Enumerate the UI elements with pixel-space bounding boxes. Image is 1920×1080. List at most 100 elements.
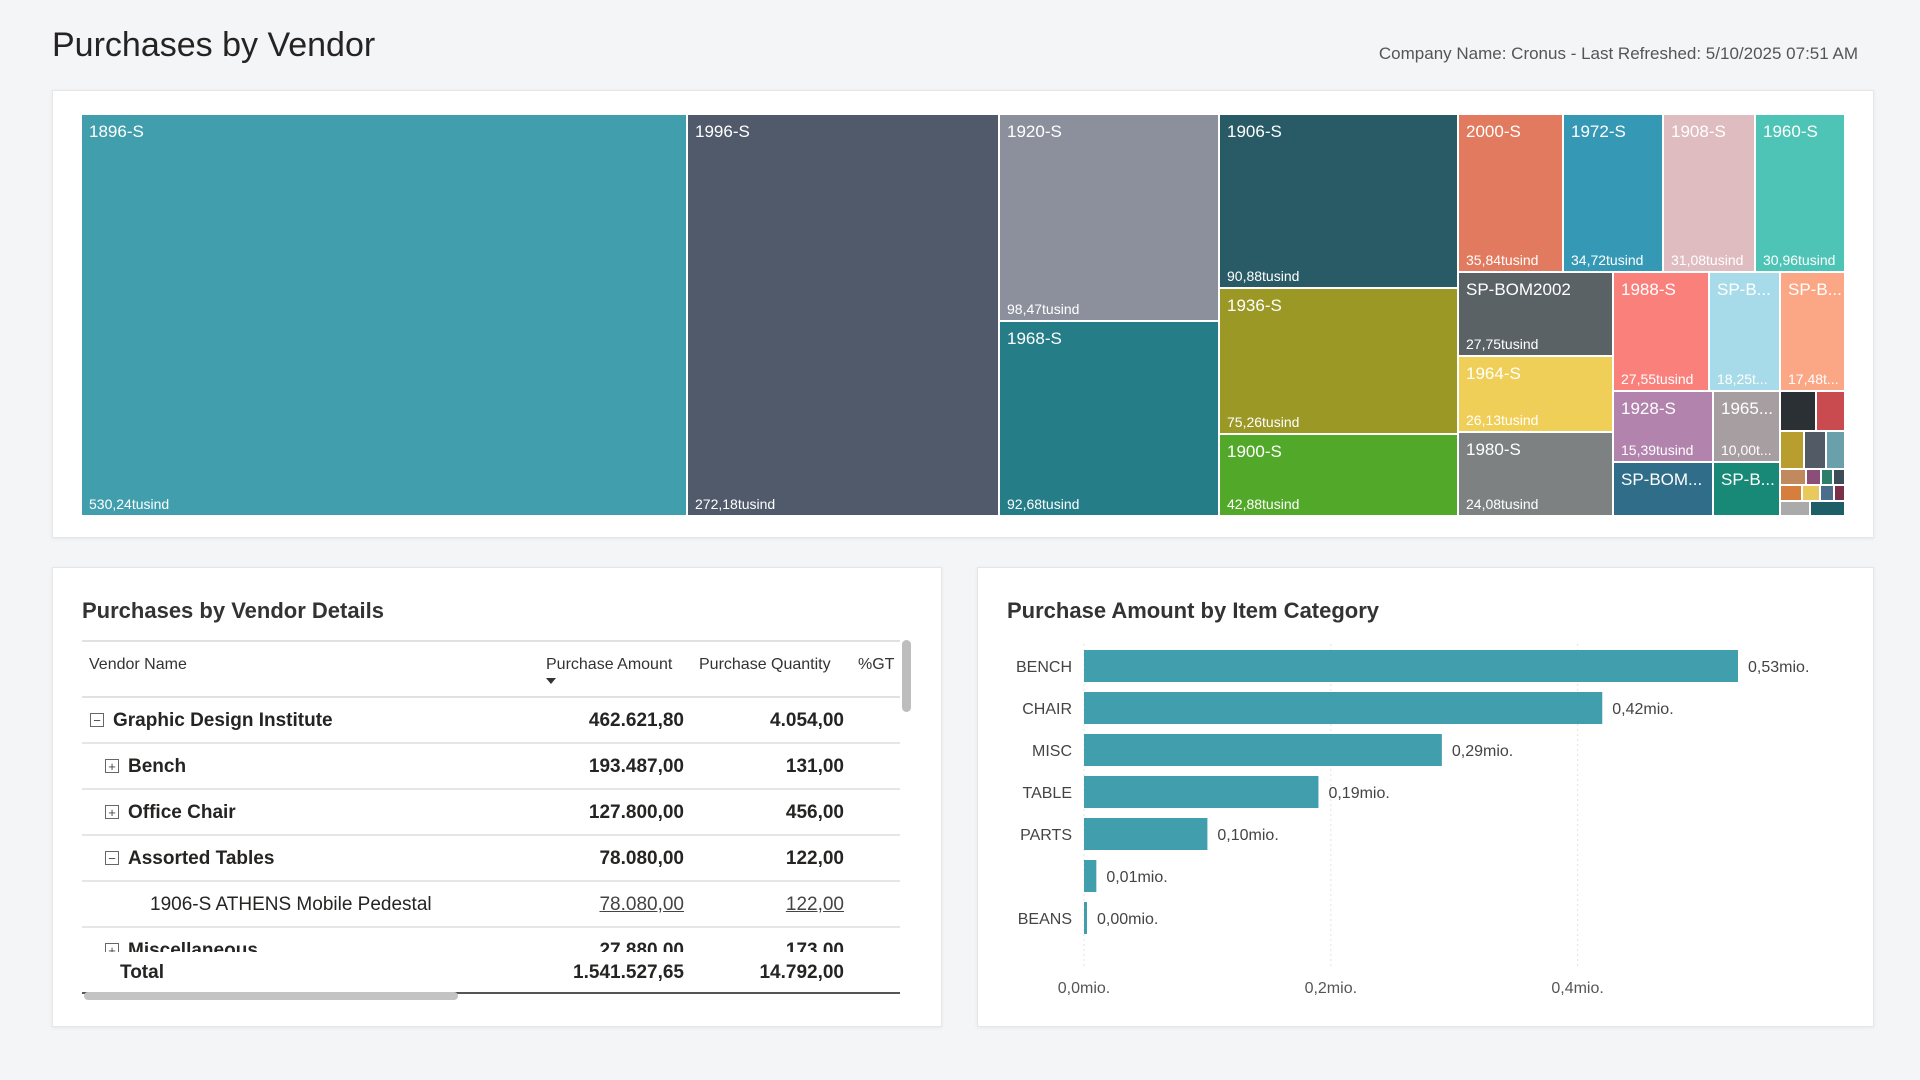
treemap-tile[interactable]: 1900-S 42,88tusind <box>1220 435 1459 517</box>
table-row[interactable]: + Office Chair 127.800,00 456,00 <box>82 790 900 836</box>
treemap-tile[interactable]: SP-B... <box>1714 463 1781 517</box>
treemap-tile-label: SP-BOM2002 <box>1466 280 1571 299</box>
treemap-tile[interactable]: 1980-S 24,08tusind <box>1459 433 1614 517</box>
treemap-small-tile[interactable] <box>1821 486 1835 502</box>
table-row[interactable]: + Miscellaneous 27.880,00 173,00 <box>82 928 900 952</box>
treemap-small-tile[interactable] <box>1811 502 1846 517</box>
treemap-tile[interactable]: SP-BOM... <box>1614 463 1714 517</box>
collapse-icon[interactable]: − <box>90 713 104 727</box>
treemap-tile-label: 1928-S <box>1621 399 1676 418</box>
treemap-tile-label: SP-B... <box>1717 280 1771 299</box>
table-row[interactable]: − Graphic Design Institute 462.621,80 4.054… <box>82 698 900 744</box>
treemap-tile[interactable]: 1968-S 92,68tusind <box>1000 322 1220 517</box>
bar <box>1084 692 1603 724</box>
treemap-tile-value: 90,88tusind <box>1227 268 1300 284</box>
row-label: Bench <box>128 756 187 777</box>
row-amount: 193.487,00 <box>588 756 684 777</box>
treemap-small-tile[interactable] <box>1805 432 1827 470</box>
treemap-tile[interactable]: 1972-S 34,72tusind <box>1564 115 1664 273</box>
col-vendor-name[interactable]: Vendor Name <box>89 656 187 673</box>
treemap-tile[interactable]: 1964-S 26,13tusind <box>1459 357 1614 433</box>
horizontal-scrollbar[interactable] <box>84 992 458 1000</box>
row-quantity[interactable]: 122,00 <box>785 894 844 915</box>
data-label: 0,01mio. <box>1106 869 1167 886</box>
category-label: TABLE <box>1023 785 1073 802</box>
expand-icon[interactable]: + <box>105 759 119 773</box>
treemap-tile-value: 26,13tusind <box>1466 412 1539 428</box>
expand-icon[interactable]: + <box>105 805 119 819</box>
treemap-tile[interactable]: 1960-S 30,96tusind <box>1756 115 1846 273</box>
table-row[interactable]: + Bench 193.487,00 131,00 <box>82 744 900 790</box>
treemap-small-tile[interactable] <box>1817 392 1846 432</box>
row-amount[interactable]: 78.080,00 <box>599 894 684 915</box>
total-quantity: 14.792,00 <box>759 962 844 983</box>
details-table-visual[interactable]: Purchases by Vendor Details Vendor Name … <box>52 567 942 1027</box>
treemap-small-tile[interactable] <box>1781 392 1817 432</box>
bar-chart-visual[interactable]: Purchase Amount by Item Category 0,0mio.… <box>977 567 1874 1027</box>
treemap-tile[interactable]: 2000-S 35,84tusind <box>1459 115 1564 273</box>
table-row[interactable]: − Assorted Tables 78.080,00 122,00 <box>82 836 900 882</box>
collapse-icon[interactable]: − <box>105 851 119 865</box>
treemap-tile-value: 42,88tusind <box>1227 496 1300 512</box>
treemap-small-tile[interactable] <box>1781 470 1807 486</box>
treemap-tile-label: 1988-S <box>1621 280 1676 299</box>
expand-icon[interactable]: + <box>105 943 119 952</box>
treemap-small-tile[interactable] <box>1781 486 1803 502</box>
data-label: 0,00mio. <box>1097 911 1158 928</box>
bar <box>1084 860 1097 892</box>
treemap-tile-value: 18,25t... <box>1717 371 1768 387</box>
bar <box>1084 650 1739 682</box>
x-tick-label: 0,4mio. <box>1551 980 1603 997</box>
table-total-row: Total 1.541.527,65 14.792,00 <box>82 952 900 994</box>
treemap-tile-value: 10,00t... <box>1721 442 1772 458</box>
sort-desc-icon <box>546 678 556 684</box>
col-purchase-amount[interactable]: Purchase Amount <box>546 656 673 673</box>
treemap-tile-label: 1906-S <box>1227 122 1282 141</box>
treemap-tile[interactable]: 1908-S 31,08tusind <box>1664 115 1756 273</box>
treemap-tile-label: SP-B... <box>1788 280 1842 299</box>
treemap-tile[interactable]: SP-B... 18,25t... <box>1710 273 1781 392</box>
treemap-tile-value: 31,08tusind <box>1671 252 1744 268</box>
col-percent-gt[interactable]: %GT <box>858 656 895 673</box>
bar <box>1084 776 1319 808</box>
details-title: Purchases by Vendor Details <box>82 598 385 623</box>
col-purchase-quantity[interactable]: Purchase Quantity <box>699 656 831 673</box>
treemap-small-tile[interactable] <box>1781 502 1811 517</box>
bar <box>1084 902 1087 934</box>
treemap-small-tile[interactable] <box>1803 486 1821 502</box>
treemap-small-tile[interactable] <box>1827 432 1846 470</box>
treemap-tile[interactable]: 1920-S 98,47tusind <box>1000 115 1220 322</box>
bar <box>1084 734 1442 766</box>
table-body: − Graphic Design Institute 462.621,80 4.054… <box>82 698 900 952</box>
treemap-tile[interactable]: 1988-S 27,55tusind <box>1614 273 1710 392</box>
row-quantity: 131,00 <box>785 756 844 777</box>
treemap-tile-label: 1980-S <box>1466 440 1521 459</box>
treemap-tile[interactable]: 1896-S 530,24tusind <box>82 115 688 517</box>
treemap-small-tile[interactable] <box>1834 470 1846 486</box>
treemap-small-tile[interactable] <box>1835 486 1846 502</box>
vendor-treemap: 1896-S 530,24tusind 1996-S 272,18tusind 1920… <box>82 115 1846 517</box>
row-label: Miscellaneous <box>128 940 258 952</box>
treemap-tile[interactable]: 1996-S 272,18tusind <box>688 115 1000 517</box>
treemap-small-tile[interactable] <box>1781 432 1805 470</box>
treemap-tile[interactable]: SP-B... 17,48t... <box>1781 273 1846 392</box>
treemap-visual[interactable]: 1896-S 530,24tusind 1996-S 272,18tusind 1920… <box>52 90 1874 538</box>
treemap-tile-label: 1896-S <box>89 122 144 141</box>
treemap-tile-value: 35,84tusind <box>1466 252 1539 268</box>
treemap-tile[interactable]: 1906-S 90,88tusind <box>1220 115 1459 289</box>
table-row[interactable]: 1906-S ATHENS Mobile Pedestal 78.080,00 12… <box>82 882 900 928</box>
category-label: PARTS <box>1020 827 1072 844</box>
treemap-tile[interactable]: SP-BOM2002 27,75tusind <box>1459 273 1614 357</box>
treemap-tile-value: 27,75tusind <box>1466 336 1539 352</box>
vertical-scrollbar[interactable] <box>902 640 911 712</box>
row-quantity: 456,00 <box>785 802 844 823</box>
category-label: CHAIR <box>1022 701 1072 718</box>
row-label: Office Chair <box>128 802 236 823</box>
treemap-small-tile[interactable] <box>1822 470 1834 486</box>
refresh-info: Company Name: Cronus - Last Refreshed: 5… <box>1378 44 1858 63</box>
treemap-tile[interactable]: 1936-S 75,26tusind <box>1220 289 1459 435</box>
treemap-small-tile[interactable] <box>1807 470 1822 486</box>
treemap-tile[interactable]: 1928-S 15,39tusind <box>1614 392 1714 463</box>
treemap-tile[interactable]: 1965... 10,00t... <box>1714 392 1781 463</box>
x-tick-label: 0,0mio. <box>1058 980 1110 997</box>
